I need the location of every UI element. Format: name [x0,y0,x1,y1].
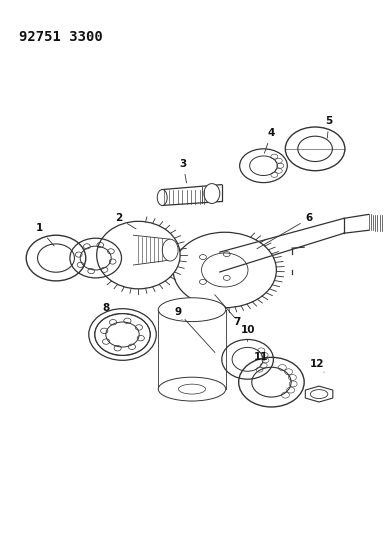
Ellipse shape [157,190,167,205]
Ellipse shape [158,298,226,321]
Ellipse shape [173,232,276,308]
Text: 5: 5 [325,116,333,138]
Text: 4: 4 [265,128,275,153]
Text: 6: 6 [257,213,313,249]
Ellipse shape [310,390,328,399]
Text: 12: 12 [310,359,324,372]
Ellipse shape [97,221,180,289]
Text: 1: 1 [35,223,54,246]
Text: 3: 3 [179,159,187,183]
Ellipse shape [204,183,220,204]
Text: 8: 8 [102,303,115,315]
Text: 7: 7 [233,317,240,327]
Text: 10: 10 [240,325,255,342]
Text: 11: 11 [254,352,269,362]
Text: 9: 9 [175,306,182,320]
Ellipse shape [162,239,178,261]
Text: 2: 2 [115,213,136,229]
Ellipse shape [158,377,226,401]
Polygon shape [305,386,333,402]
Text: 92751 3300: 92751 3300 [19,30,103,44]
